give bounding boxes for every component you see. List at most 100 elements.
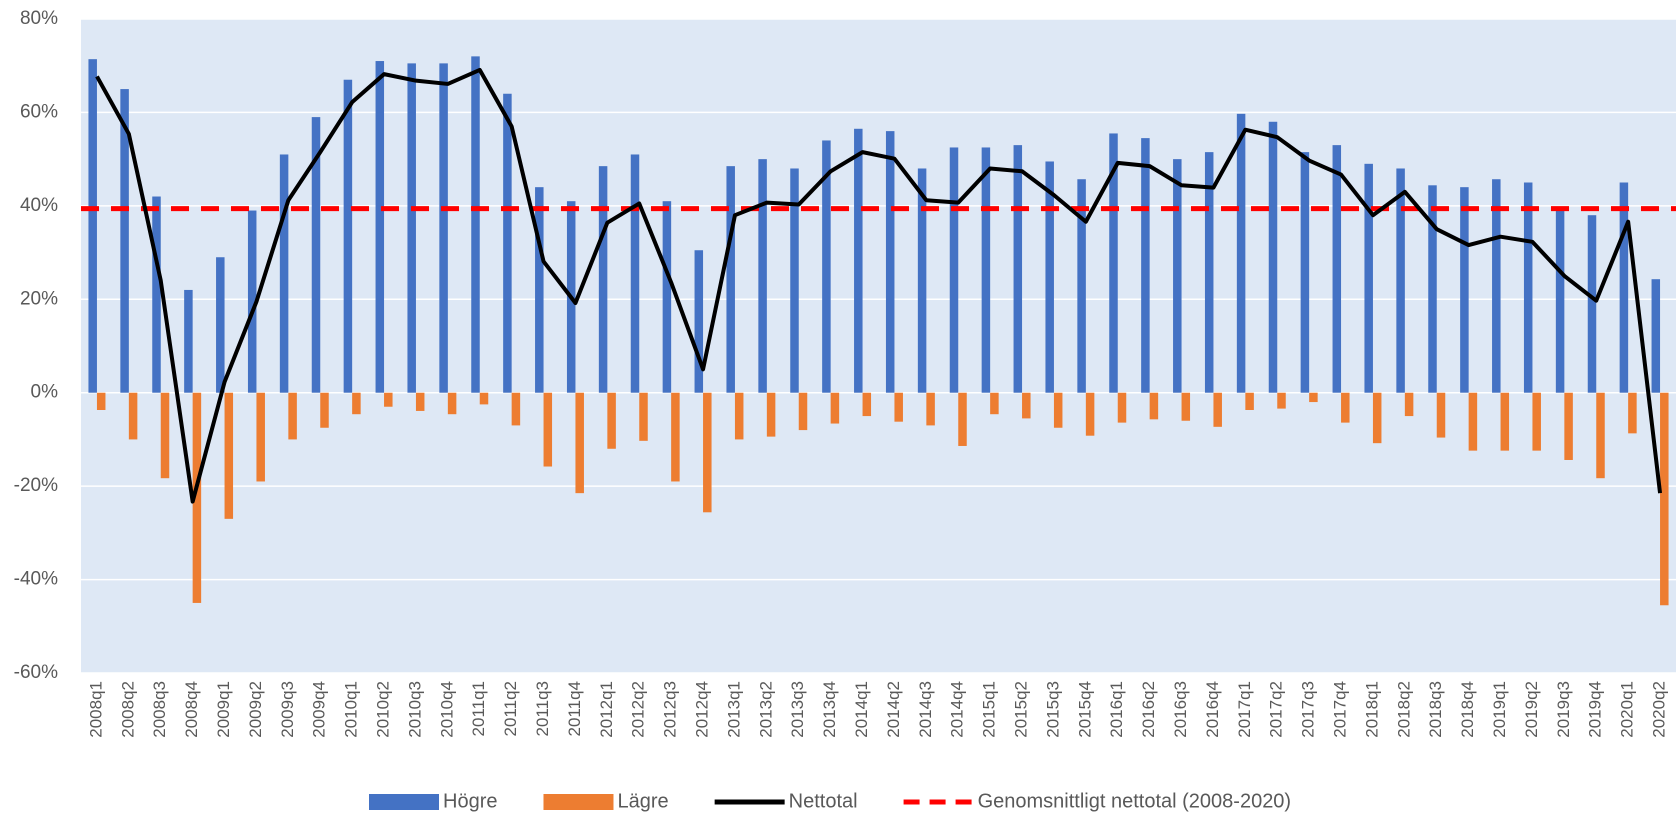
legend-label: Högre [443,790,497,812]
legend-item: Högre [369,790,497,812]
x-tick-label: 2012q2 [629,681,648,738]
x-tick-label: 2010q4 [437,681,456,738]
bar [926,392,935,426]
bar [128,392,138,440]
bar [160,392,170,479]
y-tick-label: -40% [14,569,58,590]
bar [192,392,202,603]
bar [1436,392,1446,438]
bar [1428,185,1437,393]
bar [639,392,648,441]
x-tick-label: 2016q1 [1107,681,1126,738]
x-tick-label: 2011q4 [565,681,584,736]
bar [503,93,512,393]
bar [830,392,840,424]
bar [352,392,361,415]
bar [862,392,872,417]
bar [1268,121,1278,393]
x-tick-label: 2015q1 [980,681,999,738]
x-tick-label: 2013q1 [724,681,743,738]
bar [885,131,895,393]
x-tick-label: 2019q2 [1522,681,1541,738]
x-tick-label: 2010q1 [342,681,361,738]
x-tick-label: 2014q2 [884,681,903,738]
bar [471,56,480,393]
bar [224,392,234,519]
bar [703,392,712,513]
x-tick-label: 2008q3 [150,681,169,738]
x-tick-label: 2009q1 [214,681,233,738]
bar [1181,392,1191,421]
y-tick-label: -60% [14,662,58,683]
bar [1077,179,1086,393]
bar [1109,133,1118,393]
bar [662,201,672,393]
bar [1596,392,1605,479]
bar [1523,182,1533,393]
x-tick-label: 2009q2 [246,681,265,738]
bar [343,79,353,393]
bar [1277,392,1286,409]
bar [949,147,959,393]
bar [630,154,640,393]
bar [1213,392,1222,427]
bar [1460,187,1469,393]
bar [535,187,544,393]
bar [1022,392,1031,419]
bar [256,392,265,482]
bar [822,140,831,393]
bar [288,392,297,440]
bar [1396,168,1405,393]
x-tick-label: 2017q1 [1235,681,1254,738]
bar [1085,392,1095,436]
bar [1173,159,1182,393]
legend-item: Nettotal [714,790,858,812]
bar [1236,113,1246,393]
x-tick-label: 2008q1 [86,681,105,738]
legend-item: Lägre [543,790,669,812]
x-tick-label: 2015q3 [1043,681,1062,738]
bar [758,159,767,393]
legend-label: Lägre [617,790,668,812]
bar [854,128,863,393]
bar [1245,392,1254,410]
y-tick-label: 0% [31,382,59,403]
x-tick-label: 2018q3 [1426,681,1445,738]
bar [1341,392,1350,423]
bar [88,59,97,393]
bar [384,392,393,407]
x-tick-label: 2008q4 [182,681,201,738]
bar [1117,392,1127,423]
bar [917,168,927,393]
bar [694,250,704,393]
bar [415,392,425,411]
x-tick-label: 2014q1 [852,681,871,738]
bar [120,89,129,393]
x-tick-label: 2015q4 [1075,681,1094,738]
legend-label: Genomsnittligt nettotal (2008-2020) [978,790,1292,812]
x-tick-label: 2018q4 [1458,681,1477,738]
bar [447,392,457,415]
x-tick-label: 2012q4 [693,681,712,738]
bar [1141,138,1150,393]
bar [958,392,967,446]
x-tick-label: 2013q3 [788,681,807,738]
x-tick-label: 2011q1 [469,681,488,736]
x-tick-label: 2017q4 [1331,681,1350,738]
y-tick-label: -20% [14,475,58,496]
legend-swatch [543,794,614,810]
bar [726,166,735,393]
line [95,67,1663,504]
x-tick-label: 2012q3 [661,681,680,738]
x-tick-label: 2020q1 [1618,681,1637,738]
bar [1628,392,1637,434]
bar [1532,392,1541,451]
bar [1309,392,1318,403]
x-tick-label: 2013q2 [756,681,775,738]
bar [1332,145,1342,393]
bar [607,392,616,449]
x-tick-label: 2015q2 [1012,681,1031,738]
bar [247,210,257,393]
bar [1619,182,1629,393]
bar [439,63,448,393]
